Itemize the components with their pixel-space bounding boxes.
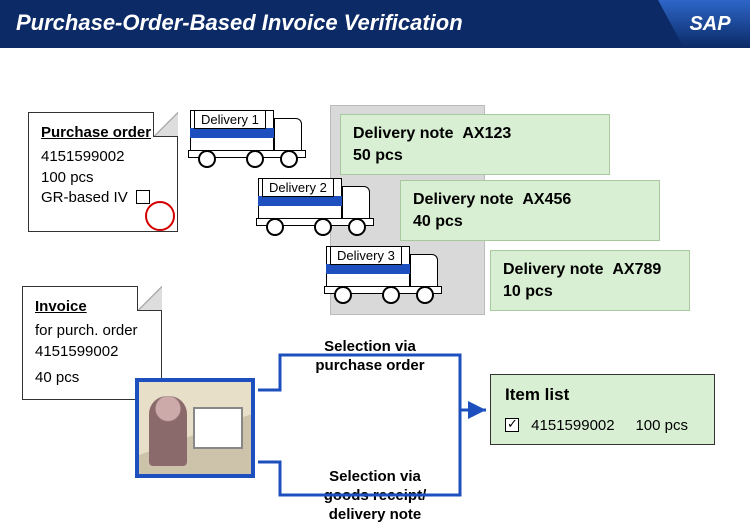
- invoice-title: Invoice: [35, 297, 149, 317]
- po-qty: 100 pcs: [41, 168, 165, 188]
- truck-1-label: Delivery 1: [194, 110, 266, 129]
- item-list-checkmark: [505, 418, 519, 432]
- po-gr-label: GR-based IV: [41, 189, 128, 206]
- selection-via-gr-label: Selection via goods receipt/ delivery no…: [300, 468, 450, 524]
- person-at-computer: [135, 378, 255, 478]
- purchase-order-doc: Purchase order 4151599002 100 pcs GR-bas…: [28, 112, 178, 232]
- item-list-header: Item list: [505, 385, 700, 405]
- truck-3: Delivery 3: [326, 240, 456, 304]
- slide-header: Purchase-Order-Based Invoice Verificatio…: [0, 0, 750, 48]
- po-gr-row: GR-based IV: [41, 188, 165, 208]
- po-gr-checkbox: [136, 190, 150, 204]
- slide-title: Purchase-Order-Based Invoice Verificatio…: [16, 10, 463, 35]
- invoice-qty: 40 pcs: [35, 368, 149, 388]
- item-list-qty: 100 pcs: [635, 417, 688, 434]
- delivery-note-2: Delivery note AX456 40 pcs: [400, 180, 660, 241]
- sap-logo: SAP: [658, 0, 750, 48]
- po-number: 4151599002: [41, 147, 165, 167]
- truck-2: Delivery 2: [258, 172, 388, 236]
- truck-3-label: Delivery 3: [330, 246, 402, 265]
- truck-1: Delivery 1: [190, 104, 320, 168]
- item-list-number: 4151599002: [531, 417, 614, 434]
- delivery-note-3: Delivery note AX789 10 pcs: [490, 250, 690, 311]
- truck-2-label: Delivery 2: [262, 178, 334, 197]
- delivery-note-1: Delivery note AX123 50 pcs: [340, 114, 610, 175]
- invoice-number: 4151599002: [35, 342, 149, 362]
- item-list-box: Item list 4151599002 100 pcs: [490, 374, 715, 445]
- red-highlight-circle: [145, 201, 175, 231]
- selection-via-po-label: Selection via purchase order: [300, 338, 440, 376]
- invoice-line1: for purch. order: [35, 321, 149, 341]
- po-title: Purchase order: [41, 123, 165, 143]
- item-list-row: 4151599002 100 pcs: [505, 417, 700, 434]
